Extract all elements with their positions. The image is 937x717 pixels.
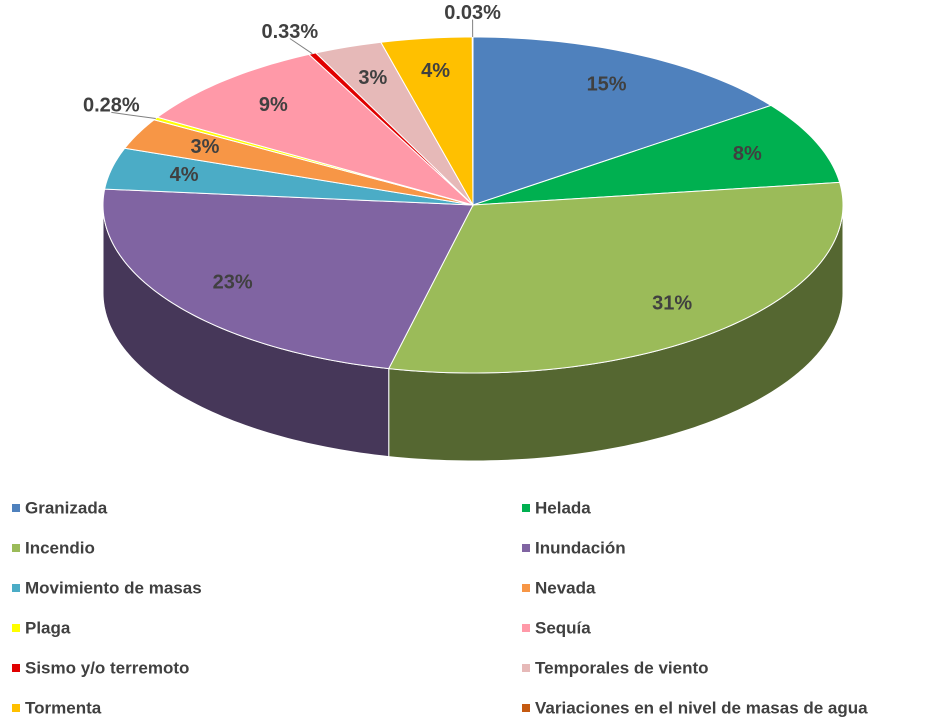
leader-line (111, 111, 156, 120)
value-label: 0.33% (261, 21, 318, 43)
slice (380, 36, 474, 207)
legend-swatch (522, 544, 530, 552)
legend-swatch (522, 624, 530, 632)
value-label: 15% (587, 73, 627, 95)
value-label: 8% (733, 143, 762, 165)
value-label: 23% (213, 272, 253, 294)
value-label: 3% (358, 67, 387, 89)
legend-swatch (522, 664, 530, 672)
legend-label: Temporales de viento (535, 658, 709, 677)
slice (472, 104, 841, 206)
slice (472, 36, 773, 206)
value-label: 0.03% (444, 2, 501, 24)
slice (104, 147, 474, 206)
legend-label: Helada (535, 498, 591, 517)
value-label: 4% (421, 60, 450, 82)
value-label: 0.28% (83, 95, 140, 117)
legend-label: Variaciones en el nivel de masas de agua (535, 698, 868, 717)
legend-swatch (12, 704, 20, 712)
legend-swatch (522, 584, 530, 592)
legend-label: Incendio (25, 538, 95, 557)
legend-label: Plaga (25, 618, 71, 637)
slice (102, 188, 474, 370)
legend-swatch (12, 504, 20, 512)
slice (387, 181, 844, 374)
slice (156, 53, 474, 206)
legend-label: Tormenta (25, 698, 102, 717)
legend-label: Movimiento de masas (25, 578, 202, 597)
legend-label: Granizada (25, 498, 108, 517)
legend-swatch (12, 664, 20, 672)
legend-swatch (12, 584, 20, 592)
leader-line (289, 38, 313, 55)
legend-label: Nevada (535, 578, 596, 597)
legend-swatch (522, 504, 530, 512)
value-label: 4% (170, 164, 199, 186)
legend-swatch (12, 544, 20, 552)
legend-swatch (12, 624, 20, 632)
slice (123, 119, 474, 206)
legend-label: Inundación (535, 538, 626, 557)
slice (471, 36, 474, 206)
value-label: 3% (191, 136, 220, 158)
value-label: 9% (259, 94, 288, 116)
legend-label: Sismo y/o terremoto (25, 658, 189, 677)
legend-label: Sequía (535, 618, 591, 637)
legend-swatch (522, 704, 530, 712)
value-label: 31% (652, 293, 692, 315)
slice (314, 41, 474, 206)
